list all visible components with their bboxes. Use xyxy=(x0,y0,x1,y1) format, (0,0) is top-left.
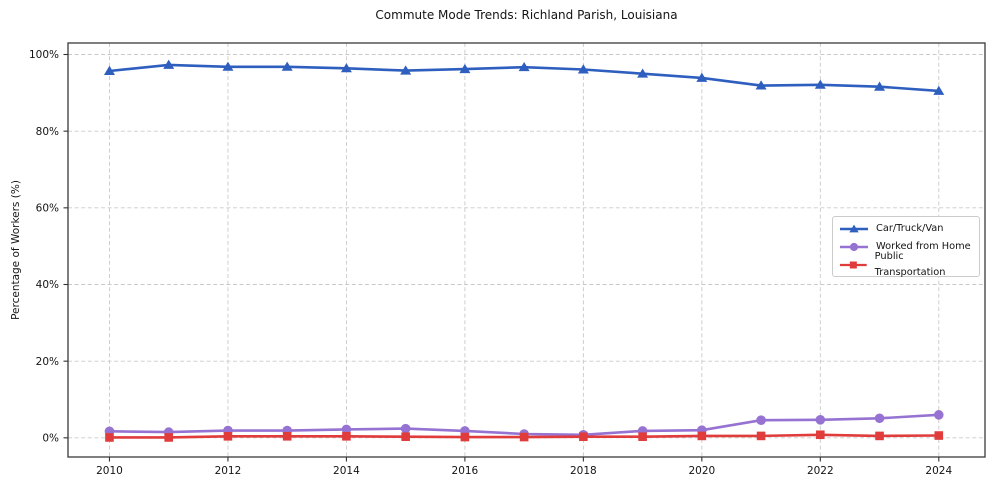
y-tick-label: 60% xyxy=(36,202,59,214)
circle-marker xyxy=(341,424,352,435)
triangle-marker xyxy=(577,64,589,74)
plot-border xyxy=(67,42,986,458)
x-tick-label: 2012 xyxy=(215,465,242,477)
circle-marker xyxy=(756,415,766,426)
triangle-marker xyxy=(933,85,945,95)
triangle-marker xyxy=(400,65,412,75)
x-tick-label: 2016 xyxy=(452,465,479,477)
triangle-marker xyxy=(849,224,859,232)
square-marker xyxy=(579,432,588,441)
y-tick-label: 0% xyxy=(42,432,59,444)
square-marker xyxy=(401,432,410,441)
legend-entry-1: Worked from Home xyxy=(839,239,973,255)
y-tick-label: 20% xyxy=(36,356,59,368)
legend-entry-0: Car/Truck/Van xyxy=(839,221,973,237)
circle-marker xyxy=(400,423,411,434)
square-marker xyxy=(697,431,707,441)
triangle-marker xyxy=(222,61,234,71)
chart-title: Commute Mode Trends: Richland Parish, Lo… xyxy=(375,8,678,22)
legend-sample-circle xyxy=(840,242,868,251)
legend-sample-square xyxy=(839,261,867,268)
triangle-marker xyxy=(163,59,175,69)
legend-label: Car/Truck/Van xyxy=(876,222,944,234)
y-tick-label: 40% xyxy=(36,279,59,291)
triangle-marker xyxy=(103,65,115,75)
square-marker xyxy=(756,431,766,441)
circle-marker xyxy=(815,415,826,425)
legend-entry-2: Public Transportation xyxy=(839,251,973,278)
triangle-marker xyxy=(814,79,826,89)
legend: Car/Truck/Van Worked from Home Public Tran… xyxy=(832,216,980,278)
square-marker xyxy=(342,432,351,441)
x-tick-label: 2024 xyxy=(925,465,952,477)
circle-marker xyxy=(849,242,859,251)
legend-sample-triangle xyxy=(840,224,868,232)
x-tick-label: 2022 xyxy=(807,465,834,477)
circle-marker xyxy=(933,410,944,420)
y-tick-label: 100% xyxy=(29,49,59,61)
square-marker xyxy=(638,432,647,441)
square-marker xyxy=(223,432,233,441)
square-marker xyxy=(934,431,944,440)
square-marker xyxy=(460,432,470,442)
triangle-marker xyxy=(340,63,352,73)
x-tick-label: 2014 xyxy=(333,465,360,477)
legend-label: Public Transportation xyxy=(874,250,946,278)
legend-label: Worked from Home xyxy=(876,240,971,252)
square-marker xyxy=(105,433,114,442)
triangle-marker xyxy=(459,63,471,74)
square-marker xyxy=(519,432,529,442)
triangle-marker xyxy=(518,61,530,72)
triangle-marker xyxy=(874,81,886,91)
square-marker xyxy=(849,261,857,268)
x-tick-label: 2010 xyxy=(96,465,123,477)
triangle-marker xyxy=(281,61,293,71)
triangle-marker xyxy=(755,80,767,90)
square-marker xyxy=(164,433,174,442)
y-tick-label: 80% xyxy=(36,126,59,138)
circle-marker xyxy=(874,413,885,424)
triangle-marker xyxy=(696,72,708,82)
square-marker xyxy=(875,431,884,441)
square-marker xyxy=(816,430,825,440)
x-tick-label: 2018 xyxy=(570,465,597,477)
x-tick-label: 2020 xyxy=(688,465,715,477)
triangle-marker xyxy=(637,68,649,78)
square-marker xyxy=(282,432,292,441)
